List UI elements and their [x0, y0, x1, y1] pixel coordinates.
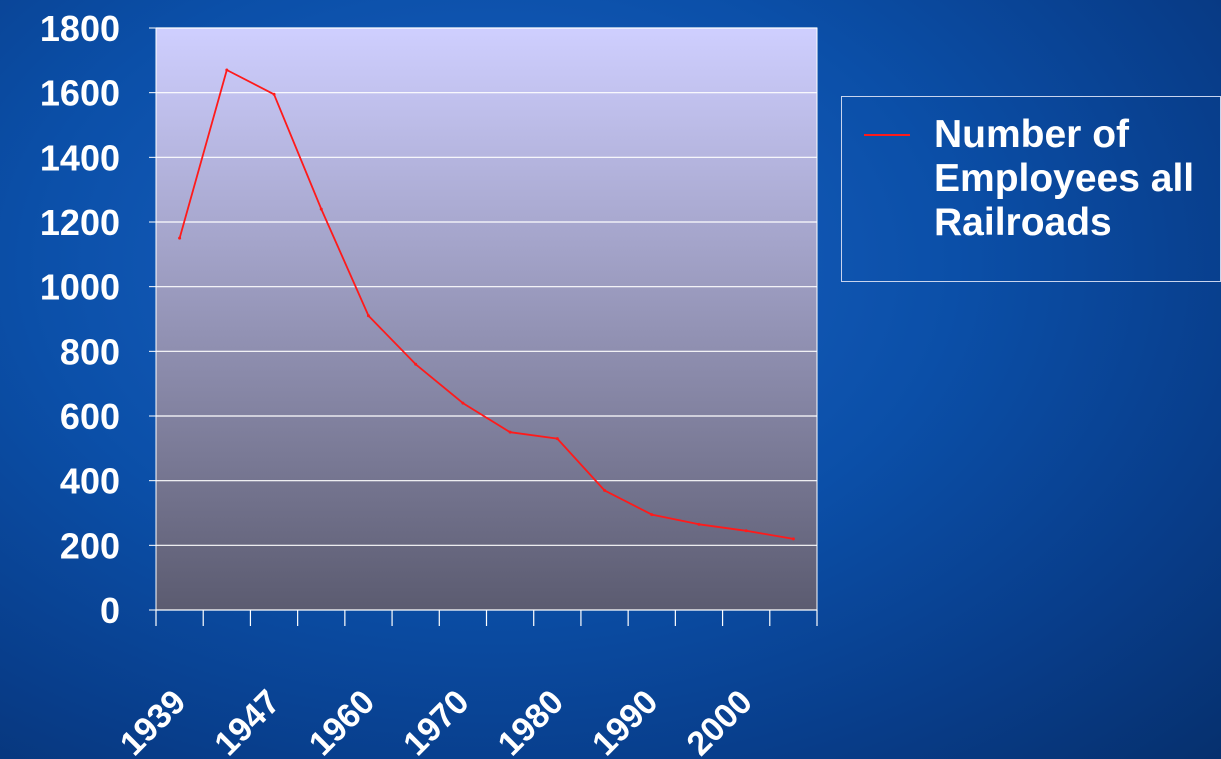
y-tick-label: 1000 — [40, 267, 120, 308]
data-point — [555, 437, 559, 441]
plot-area — [155, 27, 818, 611]
x-tick-label: 1980 — [491, 683, 571, 759]
data-point — [744, 529, 748, 533]
y-tick-label: 1800 — [40, 8, 120, 49]
legend-label: Number of Employees all Railroads — [934, 113, 1195, 244]
y-tick-label: 1200 — [40, 202, 120, 243]
data-point — [508, 430, 512, 434]
y-tick-label: 800 — [60, 331, 120, 372]
y-tick-label: 1600 — [40, 73, 120, 114]
series-line — [178, 69, 794, 540]
data-point — [603, 488, 607, 492]
gridlines — [156, 27, 817, 546]
data-point — [319, 207, 323, 211]
y-tick-label: 0 — [100, 590, 120, 631]
y-axis: 0 200 400 600 800 1000 1200 1400 1600 1800 — [40, 8, 157, 631]
data-point — [697, 522, 701, 526]
data-point — [225, 68, 229, 72]
data-point — [461, 401, 465, 405]
y-tick-label: 400 — [60, 461, 120, 502]
x-tick-label: 1939 — [113, 683, 193, 759]
x-axis: 1939 1947 1960 1970 1980 1990 2000 — [113, 609, 818, 759]
series-layer — [178, 68, 795, 541]
data-point — [650, 513, 654, 517]
data-point — [414, 362, 418, 366]
x-tick-label: 1990 — [585, 683, 665, 759]
x-tick-label: 1960 — [302, 683, 382, 759]
y-tick-label: 600 — [60, 396, 120, 437]
data-point — [791, 537, 795, 541]
legend: Number of Employees all Railroads — [841, 96, 1221, 282]
x-tick-label: 1947 — [207, 683, 287, 759]
data-point — [366, 314, 370, 318]
x-tick-label: 1970 — [396, 683, 476, 759]
y-tick-label: 1400 — [40, 137, 120, 178]
data-point — [178, 236, 182, 240]
legend-swatch-line — [864, 134, 910, 136]
data-point — [272, 92, 276, 96]
x-tick-label: 2000 — [679, 683, 759, 759]
y-tick-label: 200 — [60, 525, 120, 566]
